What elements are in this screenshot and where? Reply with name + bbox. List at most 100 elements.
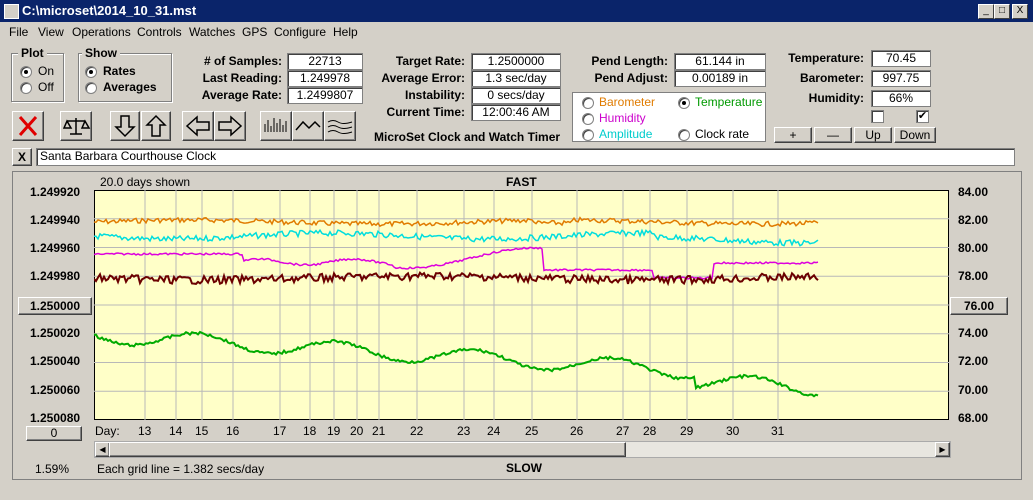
left-tick-7: 1.250060 (30, 383, 81, 397)
scale-down-button[interactable]: Down (894, 127, 936, 143)
clock-name-field[interactable]: Santa Barbara Courthouse Clock (36, 148, 1015, 166)
amplitude-label: Amplitude (599, 127, 653, 141)
pend-adjust-value[interactable]: 0.00189 in (674, 70, 766, 87)
average-error-label: Average Error: (381, 71, 465, 85)
scroll-left-button[interactable]: ◀ (95, 442, 110, 457)
offset-button[interactable]: 0 (26, 426, 82, 441)
menu-watches[interactable]: Watches (189, 25, 236, 39)
down-arrow-button[interactable] (110, 111, 140, 141)
balance-button[interactable] (60, 111, 92, 141)
left-tick-6: 1.250040 (30, 354, 81, 368)
left-arrow-button[interactable] (182, 111, 214, 141)
day-label: 29 (680, 424, 694, 438)
day-label: 26 (570, 424, 584, 438)
app-icon (4, 4, 19, 19)
show-rates-radio[interactable] (85, 66, 97, 78)
chart-fast-label: FAST (506, 175, 537, 189)
red-x-icon (18, 116, 38, 136)
day-label: 15 (195, 424, 209, 438)
day-label: 22 (410, 424, 424, 438)
amplitude-series-line (94, 228, 819, 247)
center-value-button[interactable]: 1.250000 (18, 297, 92, 315)
show-group (78, 53, 172, 102)
chart-footer-note: Each grid line = 1.382 secs/day (97, 462, 265, 476)
close-button[interactable]: X (1012, 4, 1028, 19)
clock-rate-radio[interactable] (678, 129, 690, 141)
temperature-label: Temperature (695, 95, 763, 109)
horizontal-scrollbar[interactable]: ◀ ▶ (94, 441, 951, 458)
menu-view[interactable]: View (38, 25, 64, 39)
left-tick-1: 1.249940 (30, 213, 81, 227)
chart-footer-left: 1.59% (35, 462, 70, 476)
day-label: 16 (226, 424, 240, 438)
spike-wave-icon (264, 118, 287, 132)
day-label: 13 (138, 424, 152, 438)
day-label: 25 (525, 424, 539, 438)
clock-rate-label: Clock rate (695, 127, 750, 141)
zoom-out-button[interactable]: — (814, 127, 852, 143)
right-center-button[interactable]: 76.00 (950, 297, 1008, 315)
day-label: 20 (350, 424, 364, 438)
amplitude-radio[interactable] (582, 129, 594, 141)
right-tick-6: 72.00 (958, 354, 989, 368)
day-label: 27 (616, 424, 630, 438)
humidity-env-label: Humidity: (808, 91, 864, 105)
plot-on-radio[interactable] (20, 66, 32, 78)
scroll-right-button[interactable]: ▶ (935, 442, 950, 457)
humidity-radio[interactable] (582, 113, 594, 125)
waveform-spikes-button[interactable] (260, 111, 292, 141)
show-averages-radio[interactable] (85, 82, 97, 94)
zoom-in-button[interactable]: + (774, 127, 812, 143)
barometer-radio[interactable] (582, 97, 594, 109)
left-tick-5: 1.250020 (30, 326, 81, 340)
menu-controls[interactable]: Controls (137, 25, 182, 39)
chart-header-left: 20.0 days shown (100, 175, 191, 189)
left-tick-3: 1.249980 (30, 269, 81, 283)
scale-up-button[interactable]: Up (854, 127, 892, 143)
barometer-label: Barometer (599, 95, 656, 109)
day-label: 14 (169, 424, 183, 438)
up-arrow-button[interactable] (141, 111, 171, 141)
temperature-env-value: 70.45 (871, 50, 931, 67)
clock-remove-button[interactable]: X (12, 148, 32, 166)
chart-slow-label: SLOW (506, 461, 542, 475)
humidity-env-value: 66% (871, 90, 931, 107)
series-select-panel (572, 92, 766, 142)
target-rate-value[interactable]: 1.2500000 (471, 53, 561, 70)
target-rate-label: Target Rate: (395, 54, 465, 68)
samples-value: 22713 (287, 53, 363, 70)
last-reading-label: Last Reading: (202, 71, 282, 85)
checkbox-2[interactable]: ✔ (916, 110, 929, 123)
right-tick-3: 78.00 (958, 269, 989, 283)
scroll-thumb[interactable] (109, 442, 626, 457)
menu-help[interactable]: Help (333, 25, 358, 39)
right-arrow-button[interactable] (214, 111, 246, 141)
app-title: MicroSet Clock and Watch Timer (374, 130, 561, 144)
waveform-smooth-button[interactable] (292, 111, 324, 141)
instability-value: 0 secs/day (471, 87, 561, 104)
pend-length-value[interactable]: 61.144 in (674, 53, 766, 70)
multi-wave-icon (327, 120, 353, 134)
arrow-down-icon (114, 115, 136, 138)
current-time-label: Current Time: (386, 105, 465, 119)
arrow-up-icon (145, 114, 167, 137)
maximize-button[interactable]: □ (994, 4, 1010, 19)
clock-rate-series-line (94, 270, 819, 287)
menu-operations[interactable]: Operations (72, 25, 131, 39)
right-tick-5: 74.00 (958, 326, 989, 340)
menu-file[interactable]: File (9, 25, 29, 39)
waveform-multi-button[interactable] (324, 111, 356, 141)
menu-configure[interactable]: Configure (274, 25, 327, 39)
plot-group-label: Plot (18, 46, 47, 60)
checkbox-1[interactable] (871, 110, 884, 123)
day-label: 28 (643, 424, 657, 438)
menu-gps[interactable]: GPS (242, 25, 268, 39)
day-label: 23 (457, 424, 471, 438)
temperature-env-label: Temperature: (788, 51, 864, 65)
temperature-radio[interactable] (678, 97, 690, 109)
stop-button[interactable] (12, 111, 44, 141)
plot-off-radio[interactable] (20, 82, 32, 94)
minimize-button[interactable]: _ (978, 4, 994, 19)
rate-chart (94, 190, 949, 420)
plot-on-label: On (38, 64, 55, 78)
